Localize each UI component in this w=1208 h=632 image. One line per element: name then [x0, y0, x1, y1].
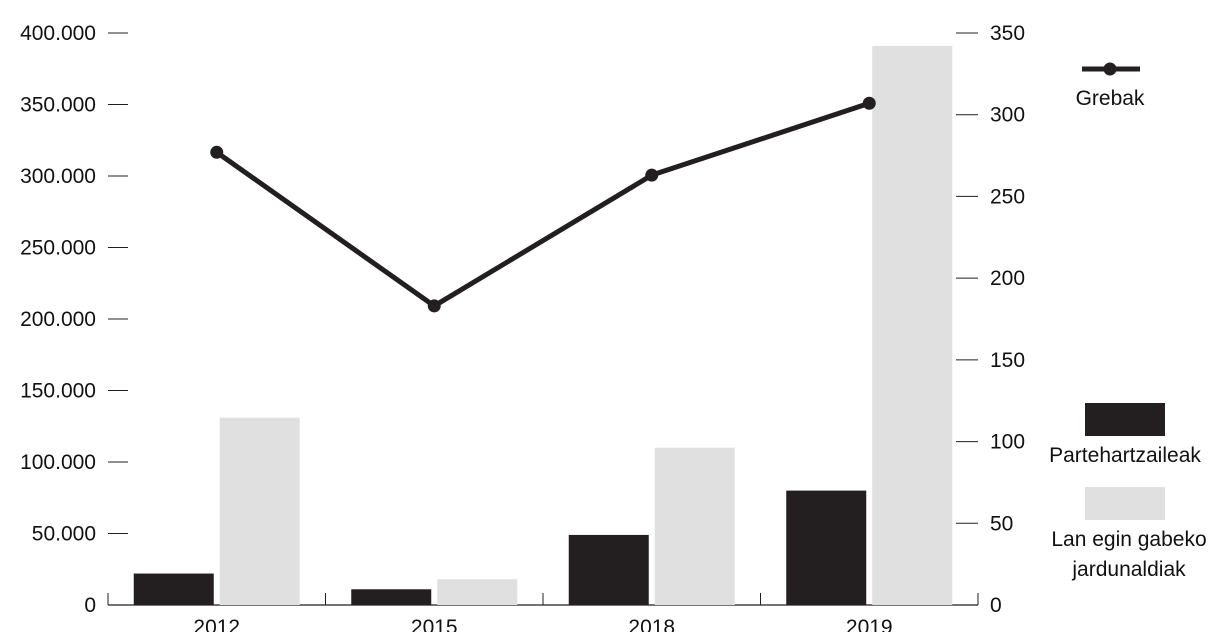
legend-grebak-label: Grebak	[1076, 87, 1145, 110]
legend-lan-egin-label-line: Lan egin gabeko	[1051, 528, 1206, 551]
bar-lan-egin-gabeko-2019	[872, 45, 953, 606]
bar-partehartzaileak-2018	[568, 534, 649, 605]
legend-grebak-marker	[1103, 62, 1117, 76]
y-left-tick-label: 200.000	[20, 308, 96, 331]
grebak-point-2018	[645, 168, 659, 182]
y-right-tick-label: 0	[990, 594, 1002, 617]
bar-lan-egin-gabeko-2018	[654, 447, 735, 605]
y-right-tick-label: 50	[990, 512, 1013, 535]
bar-lan-egin-gabeko-2012	[219, 417, 300, 605]
bar-partehartzaileak-2012	[133, 573, 214, 605]
bar-partehartzaileak-2015	[351, 589, 432, 605]
line-series	[210, 96, 876, 313]
legend: Grebak Partehartzaileak Lan egin gabeko jar…	[1049, 62, 1207, 581]
bars	[133, 45, 953, 606]
y-right-tick-label: 100	[990, 431, 1025, 454]
legend-partehartzaileak-label: Partehartzaileak	[1049, 444, 1201, 467]
x-tick-label: 2015	[411, 616, 458, 632]
grebak-line	[215, 100, 871, 309]
grebak-point-2019	[862, 96, 876, 110]
bar-lan-egin-gabeko-2015	[437, 579, 518, 605]
y-left-tick-label: 100.000	[20, 451, 96, 474]
x-tick-label: 2019	[846, 616, 893, 632]
x-tick-label: 2012	[193, 616, 240, 632]
y-right-tick-label: 250	[990, 185, 1025, 208]
y-right-tick-label: 150	[990, 349, 1025, 372]
x-tick-label: 2018	[628, 616, 675, 632]
y-left-tick-label: 50.000	[32, 523, 96, 546]
y-left-tick-label: 400.000	[20, 22, 96, 45]
y-left-tick-label: 150.000	[20, 380, 96, 403]
legend-lan-egin-swatch	[1085, 487, 1165, 520]
y-right-tick-label: 200	[990, 267, 1025, 290]
legend-partehartzaileak-swatch	[1085, 403, 1165, 436]
axes: 0 50.000 100.000 150.000 200.000 250.000 300.0…	[20, 22, 1025, 632]
y-left-tick-label: 350.000	[20, 94, 96, 117]
y-left-tick-label: 300.000	[20, 165, 96, 188]
y-left-tick-label: 250.000	[20, 237, 96, 260]
y-left-tick-label: 0	[84, 594, 96, 617]
y-right-tick-label: 350	[990, 22, 1025, 45]
legend-lan-egin-label-line: jardunaldiak	[1071, 558, 1186, 581]
grebak-point-2015	[427, 299, 441, 313]
bar-partehartzaileak-2019	[786, 490, 867, 605]
y-right-tick-label: 300	[990, 104, 1025, 127]
grebak-point-2012	[210, 145, 224, 159]
